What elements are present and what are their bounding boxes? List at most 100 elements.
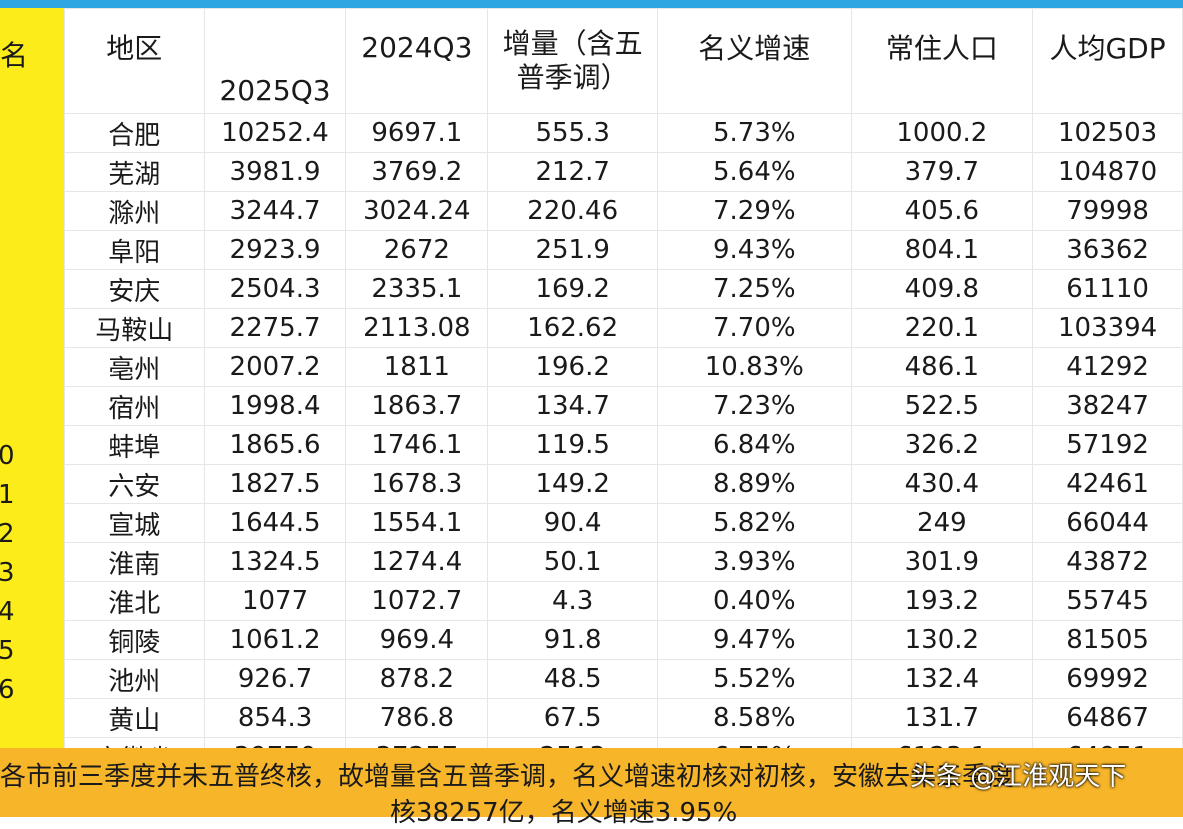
header-2025q3: 2025Q3 [203, 8, 347, 114]
table-row: 安庆 2504.3 2335.1 169.2 7.25% 409.8 61110 [64, 269, 1183, 309]
cell-region: 铜陵 [64, 620, 205, 660]
footer-line1: 各市前三季度并未五普终核，故增量含五普季调，名义增速初核对初核，安徽去年三季度 [0, 762, 1015, 792]
cell-q2025: 10252.4 [203, 113, 347, 153]
cell-region: 滁州 [64, 191, 205, 231]
table-row: 马鞍山 2275.7 2113.08 162.62 7.70% 220.1 103394 [64, 308, 1183, 348]
cell-q2024: 878.2 [345, 659, 489, 699]
cell-growth: 9.43% [657, 230, 852, 270]
cell-growth: 3.93% [657, 542, 852, 582]
cell-gdp-per-capita: 66044 [1032, 503, 1183, 543]
cell-q2024: 2672 [345, 230, 489, 270]
cell-population: 486.1 [850, 347, 1034, 387]
cell-q2025: 1865.6 [203, 425, 347, 465]
table-row: 淮北 1077 1072.7 4.3 0.40% 193.2 55745 [64, 581, 1183, 621]
cell-population: 405.6 [850, 191, 1034, 231]
cell-gdp-per-capita: 104870 [1032, 152, 1183, 192]
rank-label: 1 [0, 480, 15, 510]
cell-q2024: 1274.4 [345, 542, 489, 582]
table-row: 亳州 2007.2 1811 196.2 10.83% 486.1 41292 [64, 347, 1183, 387]
cell-growth: 5.82% [657, 503, 852, 543]
cell-increase: 119.5 [487, 425, 659, 465]
gdp-table: 地区 2025Q3 2024Q3 增量（含五 普季调） 名义增速 常住人口 人均… [64, 8, 1183, 777]
header-increase: 增量（含五 普季调） [487, 8, 659, 114]
cell-growth: 6.84% [657, 425, 852, 465]
cell-increase: 196.2 [487, 347, 659, 387]
table-row: 蚌埠 1865.6 1746.1 119.5 6.84% 326.2 57192 [64, 425, 1183, 465]
cell-population: 132.4 [850, 659, 1034, 699]
cell-q2024: 969.4 [345, 620, 489, 660]
cell-growth: 0.40% [657, 581, 852, 621]
table-row: 铜陵 1061.2 969.4 91.8 9.47% 130.2 81505 [64, 620, 1183, 660]
header-region: 地区 [64, 8, 205, 114]
cell-increase: 4.3 [487, 581, 659, 621]
cell-population: 1000.2 [850, 113, 1034, 153]
table-row: 滁州 3244.7 3024.24 220.46 7.29% 405.6 79998 [64, 191, 1183, 231]
cell-q2024: 1811 [345, 347, 489, 387]
cell-increase: 91.8 [487, 620, 659, 660]
cell-gdp-per-capita: 61110 [1032, 269, 1183, 309]
cell-q2024: 1072.7 [345, 581, 489, 621]
cell-increase: 220.46 [487, 191, 659, 231]
cell-region: 芜湖 [64, 152, 205, 192]
cell-gdp-per-capita: 55745 [1032, 581, 1183, 621]
cell-growth: 5.73% [657, 113, 852, 153]
cell-increase: 134.7 [487, 386, 659, 426]
rank-label: 3 [0, 558, 15, 588]
header-2024q3: 2024Q3 [345, 8, 489, 114]
cell-q2025: 926.7 [203, 659, 347, 699]
cell-growth: 9.47% [657, 620, 852, 660]
rank-label: 0 [0, 441, 15, 471]
cell-q2024: 3024.24 [345, 191, 489, 231]
cell-region: 池州 [64, 659, 205, 699]
rank-header: 名 [0, 39, 29, 72]
table-row: 六安 1827.5 1678.3 149.2 8.89% 430.4 42461 [64, 464, 1183, 504]
table-row: 宿州 1998.4 1863.7 134.7 7.23% 522.5 38247 [64, 386, 1183, 426]
cell-growth: 8.89% [657, 464, 852, 504]
cell-region: 阜阳 [64, 230, 205, 270]
table-row: 合肥 10252.4 9697.1 555.3 5.73% 1000.2 102503 [64, 113, 1183, 153]
cell-growth: 5.64% [657, 152, 852, 192]
cell-gdp-per-capita: 38247 [1032, 386, 1183, 426]
cell-q2025: 2007.2 [203, 347, 347, 387]
cell-q2024: 3769.2 [345, 152, 489, 192]
cell-growth: 7.70% [657, 308, 852, 348]
cell-region: 淮南 [64, 542, 205, 582]
cell-growth: 7.25% [657, 269, 852, 309]
cell-gdp-per-capita: 64867 [1032, 698, 1183, 738]
cell-increase: 169.2 [487, 269, 659, 309]
cell-q2025: 854.3 [203, 698, 347, 738]
cell-population: 131.7 [850, 698, 1034, 738]
cell-population: 249 [850, 503, 1034, 543]
cell-q2025: 1644.5 [203, 503, 347, 543]
header-increase-line1: 增量（含五 [502, 27, 643, 60]
table-row: 阜阳 2923.9 2672 251.9 9.43% 804.1 36362 [64, 230, 1183, 270]
cell-gdp-per-capita: 57192 [1032, 425, 1183, 465]
rank-label: 6 [0, 675, 15, 705]
cell-region: 六安 [64, 464, 205, 504]
cell-region: 宣城 [64, 503, 205, 543]
footer-line2: 核38257亿，名义增速3.95% [390, 798, 738, 828]
cell-growth: 10.83% [657, 347, 852, 387]
cell-gdp-per-capita: 36362 [1032, 230, 1183, 270]
cell-increase: 162.62 [487, 308, 659, 348]
cell-q2025: 3244.7 [203, 191, 347, 231]
cell-region: 合肥 [64, 113, 205, 153]
header-row: 地区 2025Q3 2024Q3 增量（含五 普季调） 名义增速 常住人口 人均… [64, 8, 1183, 114]
cell-q2025: 1061.2 [203, 620, 347, 660]
cell-gdp-per-capita: 81505 [1032, 620, 1183, 660]
cell-population: 326.2 [850, 425, 1034, 465]
cell-q2024: 1746.1 [345, 425, 489, 465]
cell-increase: 48.5 [487, 659, 659, 699]
watermark: 头条 @江淮观天下 [910, 762, 1127, 792]
cell-region: 宿州 [64, 386, 205, 426]
rank-label: 5 [0, 636, 15, 666]
cell-increase: 149.2 [487, 464, 659, 504]
cell-q2024: 1863.7 [345, 386, 489, 426]
cell-gdp-per-capita: 103394 [1032, 308, 1183, 348]
cell-q2025: 1827.5 [203, 464, 347, 504]
cell-region: 亳州 [64, 347, 205, 387]
cell-gdp-per-capita: 79998 [1032, 191, 1183, 231]
cell-q2025: 1077 [203, 581, 347, 621]
cell-q2025: 2923.9 [203, 230, 347, 270]
cell-q2024: 2335.1 [345, 269, 489, 309]
